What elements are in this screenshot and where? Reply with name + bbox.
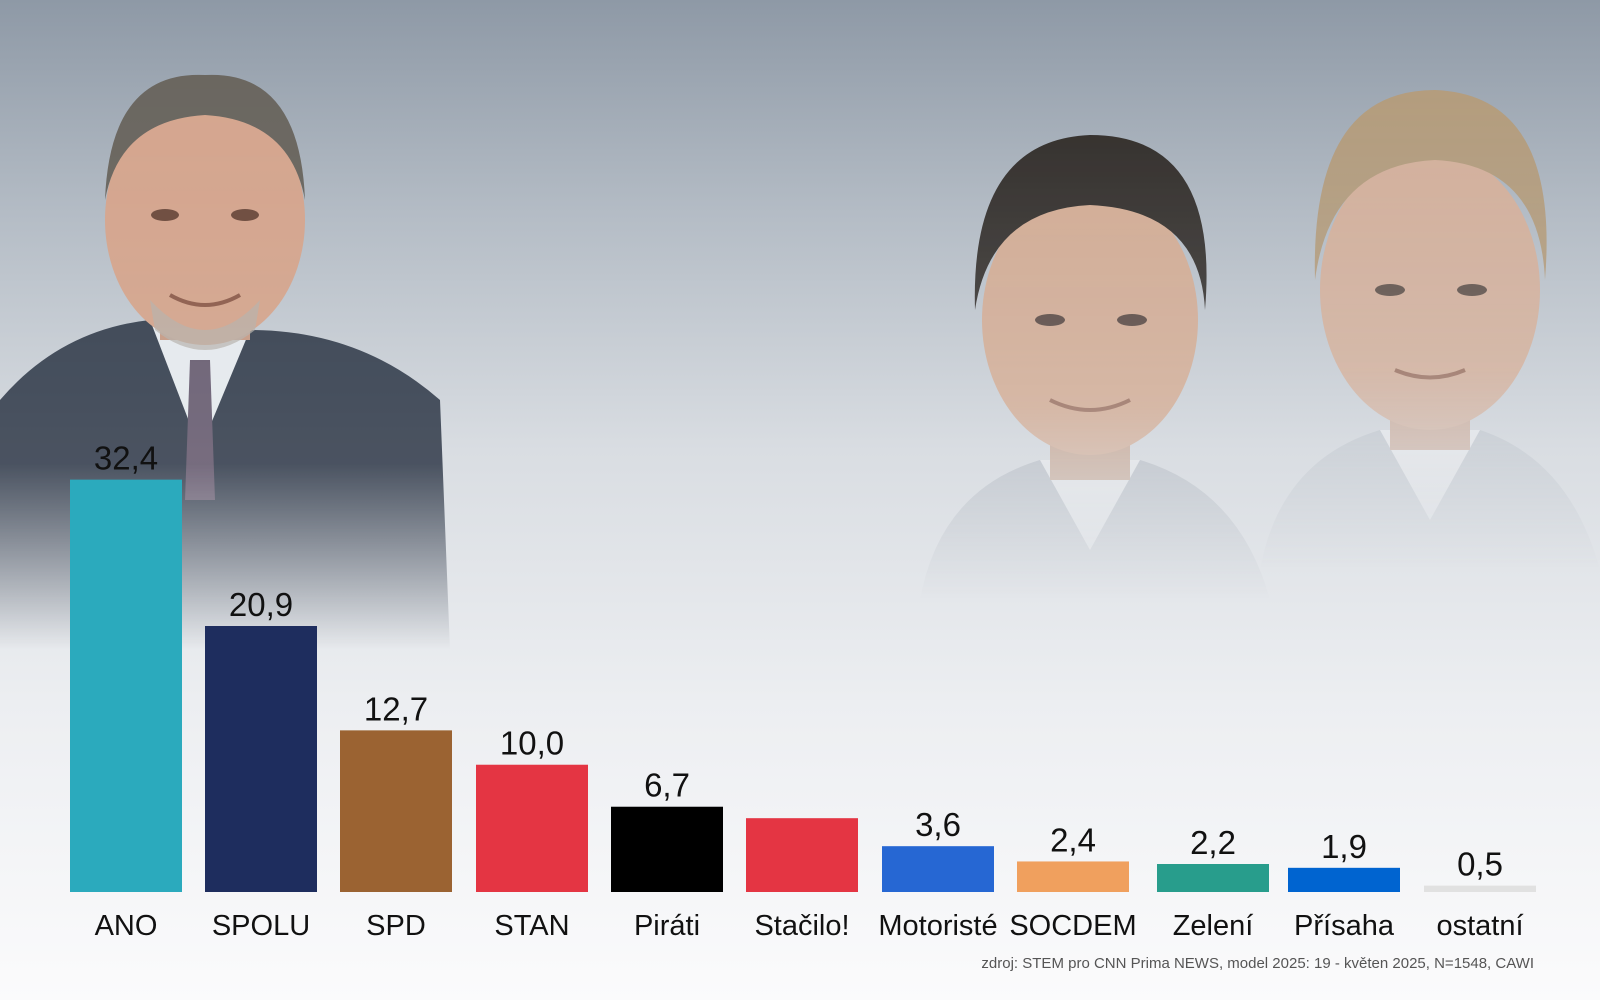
bar-sta-ilo- — [746, 818, 858, 892]
category-label: ostatní — [1436, 910, 1523, 942]
category-label: SPOLU — [212, 910, 310, 942]
bar-ano — [70, 479, 182, 892]
category-label: SOCDEM — [1009, 910, 1136, 942]
value-label: 1,9 — [1321, 828, 1367, 865]
bar-socdem — [1017, 861, 1129, 892]
bar-motorist- — [882, 846, 994, 892]
bar-zelen- — [1157, 864, 1269, 892]
bar-p-saha — [1288, 867, 1400, 892]
category-label: Stačilo! — [754, 910, 849, 942]
value-label: 20,9 — [229, 586, 293, 623]
category-label: Motoristé — [878, 910, 997, 942]
portrait-right-2 — [1250, 70, 1600, 570]
category-label: Zelení — [1173, 910, 1254, 942]
bar-spolu — [205, 626, 317, 892]
category-label: SPD — [366, 910, 426, 942]
value-label: 6,7 — [644, 767, 690, 804]
value-label: 2,2 — [1190, 824, 1236, 861]
bar-spd — [340, 730, 452, 892]
value-label: 10,0 — [500, 725, 564, 762]
category-label: Piráti — [634, 910, 700, 942]
value-label: 0,5 — [1457, 846, 1503, 883]
category-label: ANO — [95, 910, 158, 942]
bar-pir-ti — [611, 806, 723, 892]
bar-stan — [476, 764, 588, 892]
value-label: 12,7 — [364, 690, 428, 727]
value-label: 3,6 — [915, 806, 961, 843]
value-label: 32,4 — [94, 440, 158, 477]
category-label: Přísaha — [1294, 910, 1395, 942]
bar-ostatn- — [1424, 885, 1536, 892]
source-note: zdroj: STEM pro CNN Prima NEWS, model 20… — [981, 955, 1534, 972]
value-label: 2,4 — [1050, 821, 1096, 858]
category-label: STAN — [494, 910, 569, 942]
portrait-right-1 — [900, 110, 1280, 600]
